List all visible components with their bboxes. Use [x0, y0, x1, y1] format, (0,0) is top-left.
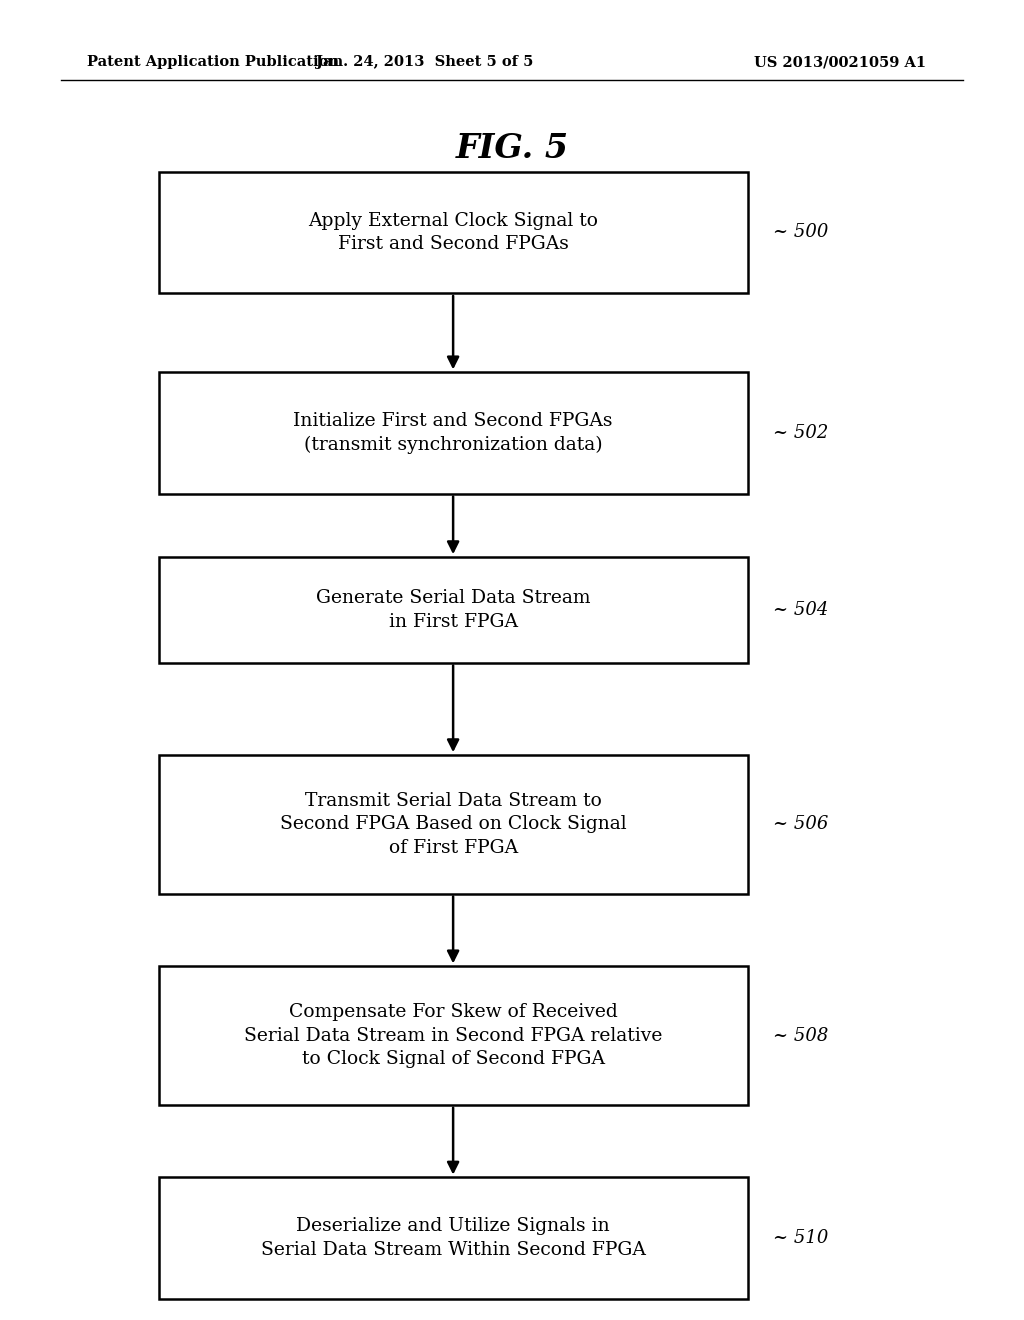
Text: Deserialize and Utilize Signals in
Serial Data Stream Within Second FPGA: Deserialize and Utilize Signals in Seria…: [261, 1217, 645, 1259]
Bar: [159, 557, 748, 663]
Bar: [159, 966, 748, 1105]
Text: Transmit Serial Data Stream to
Second FPGA Based on Clock Signal
of First FPGA: Transmit Serial Data Stream to Second FP…: [280, 792, 627, 857]
Bar: [159, 755, 748, 894]
Bar: [159, 1177, 748, 1299]
Text: Generate Serial Data Stream
in First FPGA: Generate Serial Data Stream in First FPG…: [315, 589, 591, 631]
Text: US 2013/0021059 A1: US 2013/0021059 A1: [754, 55, 926, 69]
Bar: [159, 372, 748, 494]
Text: Jan. 24, 2013  Sheet 5 of 5: Jan. 24, 2013 Sheet 5 of 5: [316, 55, 534, 69]
Text: ~ 500: ~ 500: [773, 223, 828, 242]
Text: ~ 510: ~ 510: [773, 1229, 828, 1247]
Text: Apply External Clock Signal to
First and Second FPGAs: Apply External Clock Signal to First and…: [308, 211, 598, 253]
Text: Compensate For Skew of Received
Serial Data Stream in Second FPGA relative
to Cl: Compensate For Skew of Received Serial D…: [244, 1003, 663, 1068]
Text: Initialize First and Second FPGAs
(transmit synchronization data): Initialize First and Second FPGAs (trans…: [293, 412, 613, 454]
Text: Patent Application Publication: Patent Application Publication: [87, 55, 339, 69]
Text: ~ 506: ~ 506: [773, 816, 828, 833]
Text: ~ 502: ~ 502: [773, 424, 828, 442]
Bar: [159, 172, 748, 293]
Text: FIG. 5: FIG. 5: [456, 132, 568, 165]
Text: ~ 504: ~ 504: [773, 601, 828, 619]
Text: ~ 508: ~ 508: [773, 1027, 828, 1044]
